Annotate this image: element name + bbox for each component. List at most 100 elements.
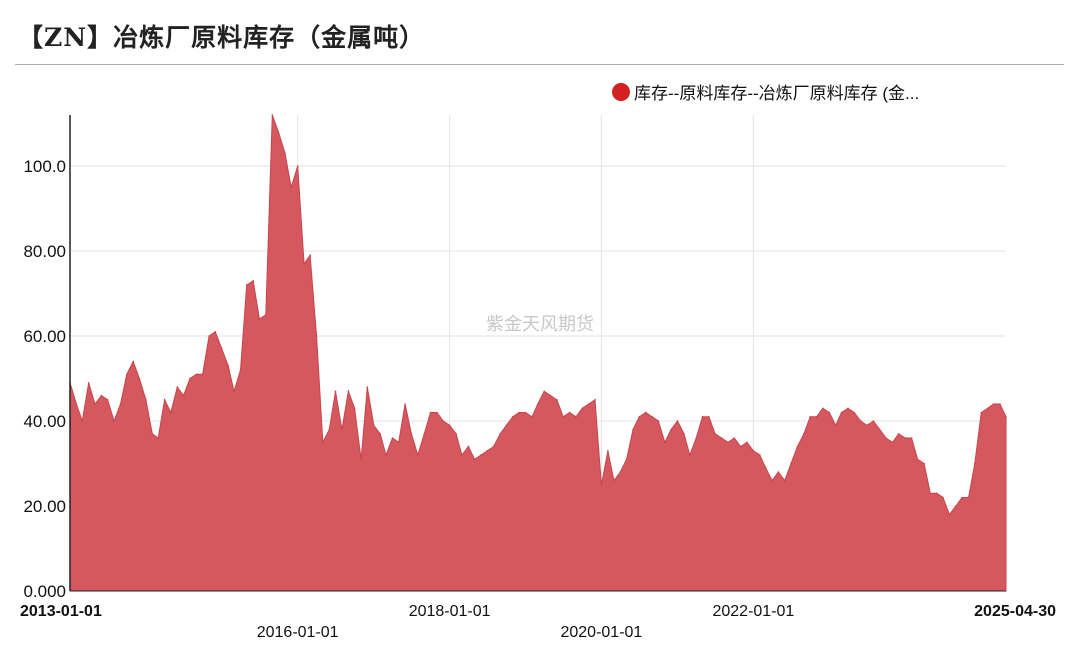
- data-point: [309, 254, 311, 257]
- data-point: [929, 492, 932, 495]
- data-point: [676, 420, 679, 422]
- y-tick-label: 60.00: [23, 327, 66, 346]
- axes: [69, 115, 1006, 592]
- title-divider: [15, 64, 1064, 65]
- data-point: [683, 433, 685, 435]
- data-point: [689, 454, 691, 456]
- data-point: [644, 411, 647, 414]
- data-point: [347, 390, 350, 393]
- data-point: [974, 462, 976, 465]
- data-point: [227, 365, 229, 367]
- data-point: [556, 399, 558, 401]
- data-point: [840, 411, 843, 414]
- data-point: [296, 165, 299, 167]
- data-point: [290, 186, 293, 189]
- data-point: [752, 450, 755, 452]
- data-point: [467, 445, 470, 448]
- data-point: [461, 454, 463, 456]
- data-point: [961, 496, 963, 499]
- data-point: [613, 479, 615, 482]
- data-point: [145, 399, 147, 401]
- data-point: [879, 428, 881, 431]
- data-point: [271, 114, 274, 116]
- x-tick-label: 2025-04-30: [974, 603, 1056, 620]
- y-tick-label: 80.00: [23, 242, 66, 261]
- chart-title: 【ZN】冶炼厂原料库存（金属吨）: [18, 23, 426, 52]
- data-point: [923, 462, 925, 465]
- x-tick-label: 2013-01-01: [20, 603, 102, 620]
- data-point: [252, 280, 254, 282]
- data-point: [239, 369, 242, 371]
- data-point: [315, 335, 318, 337]
- data-point: [619, 471, 622, 473]
- data-point: [720, 437, 723, 439]
- data-point: [568, 411, 571, 414]
- data-point: [505, 424, 508, 427]
- data-point: [999, 403, 1001, 405]
- data-point: [657, 420, 660, 422]
- data-point: [746, 441, 748, 444]
- data-point: [473, 458, 476, 461]
- data-point: [948, 513, 951, 516]
- data-point: [632, 428, 634, 431]
- data-point: [94, 403, 96, 405]
- data-point: [549, 394, 552, 397]
- data-point: [258, 318, 261, 320]
- data-point: [366, 386, 369, 388]
- data-point: [847, 407, 849, 410]
- data-point: [87, 382, 90, 384]
- x-tick-label: 2018-01-01: [409, 603, 491, 620]
- data-point: [651, 416, 653, 418]
- data-point: [581, 407, 584, 410]
- data-point: [543, 390, 545, 393]
- data-point: [897, 433, 900, 435]
- data-point: [518, 411, 520, 414]
- data-point: [834, 424, 837, 427]
- x-axis-ticks: 2013-01-01 2016-01-01 2018-01-01 2020-01-01…: [20, 603, 1056, 641]
- data-point: [1005, 416, 1007, 418]
- data-point: [764, 467, 767, 469]
- data-point: [695, 437, 697, 439]
- data-point: [942, 496, 944, 499]
- data-point: [701, 416, 704, 418]
- data-point: [777, 471, 780, 473]
- data-point: [151, 433, 154, 435]
- data-point: [670, 428, 672, 431]
- data-point: [828, 411, 831, 414]
- data-point: [784, 479, 786, 482]
- data-point: [442, 420, 445, 422]
- data-point: [531, 416, 533, 418]
- x-tick-label: 2020-01-01: [560, 624, 642, 641]
- data-point: [436, 411, 438, 414]
- data-point: [214, 331, 217, 333]
- data-point: [980, 411, 983, 414]
- data-point: [733, 437, 736, 439]
- y-tick-label: 0.000: [23, 582, 66, 601]
- watermark: 紫金天风期货: [486, 314, 594, 334]
- data-point: [607, 450, 609, 452]
- data-point: [822, 407, 824, 410]
- series-area[interactable]: [69, 114, 1007, 592]
- y-tick-label: 20.00: [23, 497, 66, 516]
- data-point: [360, 458, 362, 461]
- data-point: [113, 420, 115, 422]
- data-point: [859, 420, 862, 422]
- data-point: [986, 407, 989, 410]
- data-point: [771, 479, 773, 482]
- data-point: [575, 416, 577, 418]
- data-point: [322, 441, 324, 444]
- legend[interactable]: 库存--原料库存--冶炼厂原料库存 (金...: [612, 79, 919, 104]
- data-point: [916, 458, 919, 461]
- data-point: [967, 496, 970, 499]
- data-point: [537, 403, 539, 405]
- data-point: [106, 399, 109, 401]
- data-point: [790, 462, 792, 465]
- data-point: [759, 454, 761, 456]
- data-point: [872, 420, 875, 422]
- data-point: [910, 437, 913, 439]
- data-point: [512, 416, 514, 418]
- data-point: [708, 416, 710, 418]
- data-point: [176, 386, 179, 388]
- data-point: [423, 433, 426, 435]
